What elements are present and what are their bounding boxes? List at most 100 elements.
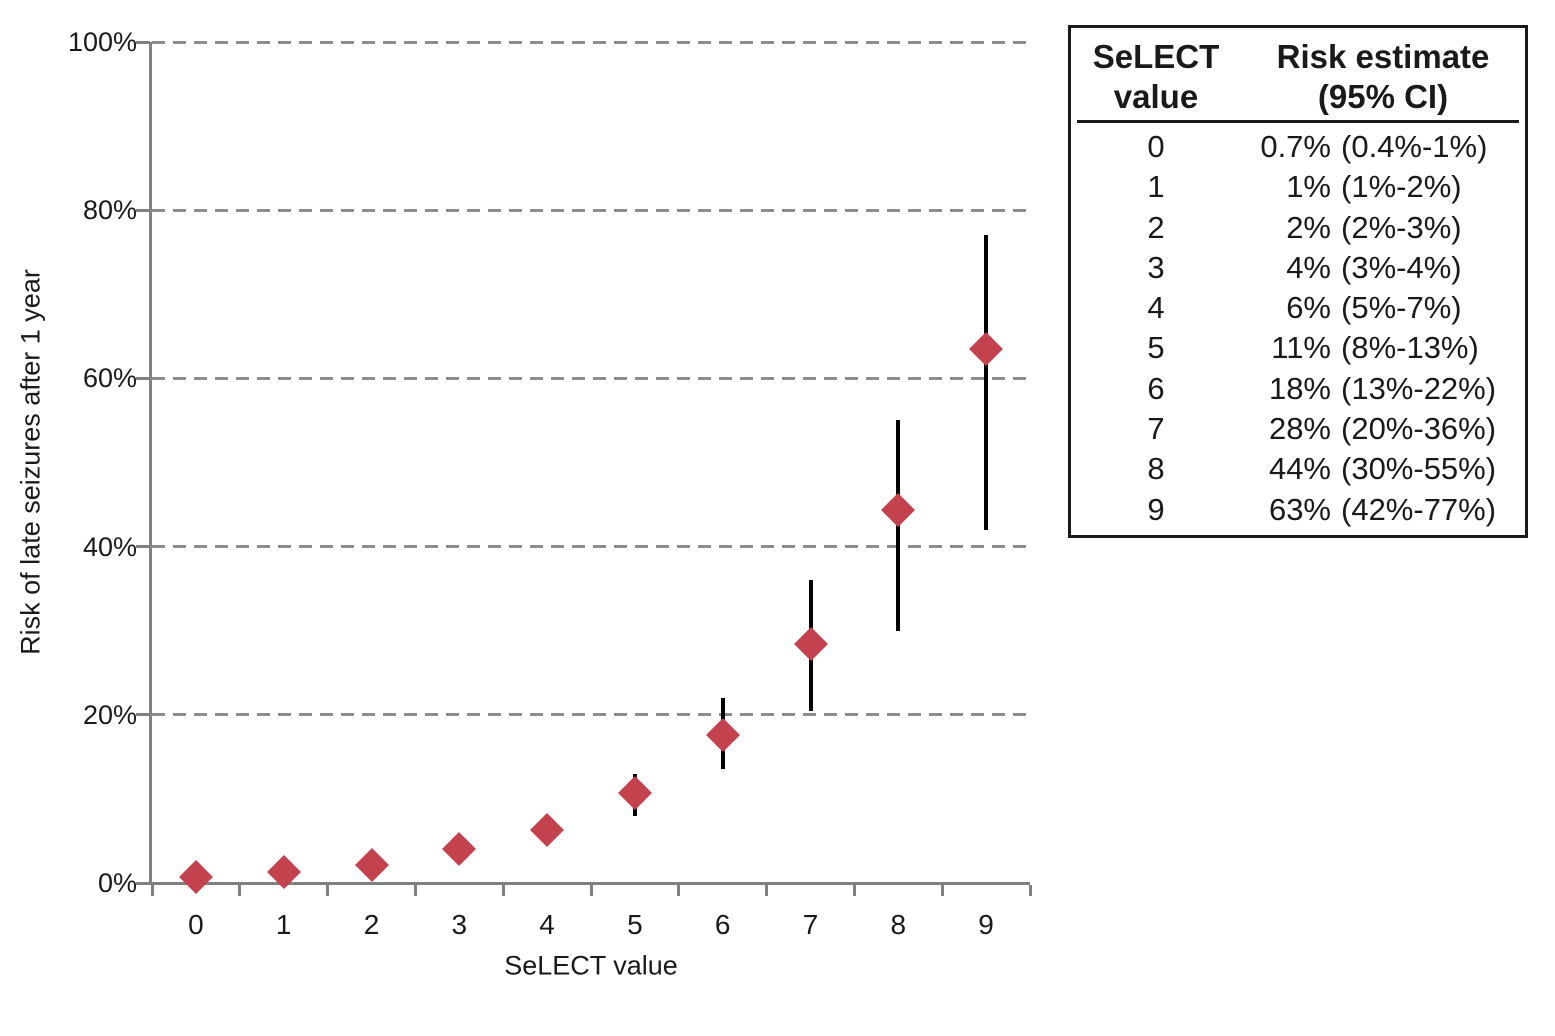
select-value-cell: 3: [1147, 249, 1165, 285]
table-row: 6 18% (13%-22%): [1071, 369, 1525, 409]
select-value-cell: 5: [1147, 330, 1165, 366]
table-header-select-value: SeLECT value: [1071, 37, 1241, 117]
x-tick-label: 5: [627, 909, 643, 940]
select-value-cell: 1: [1147, 169, 1165, 205]
confidence-interval-cell: (5%-7%): [1341, 290, 1462, 326]
table-row: 2 2% (2%-3%): [1071, 208, 1525, 248]
y-tick-label: 60%: [82, 363, 137, 394]
table-row: 7 28% (20%-36%): [1071, 409, 1525, 449]
confidence-interval-cell: (8%-13%): [1341, 330, 1479, 366]
risk-estimate-table: SeLECT value Risk estimate (95% CI) 0 0.7…: [1068, 25, 1528, 538]
confidence-interval-cell: (20%-36%): [1341, 411, 1497, 447]
gridline-20pct: [152, 713, 1030, 717]
x-axis-tick: [1028, 884, 1032, 896]
gridline-80pct: [152, 208, 1030, 212]
x-axis-tick: [589, 884, 593, 896]
x-tick-label: 4: [539, 909, 555, 940]
y-axis-tick: [136, 545, 150, 549]
risk-estimate-cell: 63%: [1268, 491, 1331, 527]
table-row: 3 4% (3%-4%): [1071, 248, 1525, 288]
table-row: 1 1% (1%-2%): [1071, 167, 1525, 207]
table-row: 9 63% (42%-77%): [1071, 490, 1525, 530]
y-tick-label: 40%: [82, 531, 137, 562]
data-point-diamond: [178, 860, 213, 895]
table-header-line: Risk estimate: [1276, 38, 1490, 75]
y-tick-label: 0%: [97, 868, 137, 898]
y-axis-tick: [136, 40, 150, 44]
select-value-cell: 6: [1147, 370, 1165, 406]
y-axis-title: Risk of late seizures after 1 year: [15, 269, 46, 655]
table-body: 0 0.7% (0.4%-1%) 1 1% (1%-2%) 2 2% (2%-3%) 3 4% (3%…: [1071, 123, 1525, 530]
risk-estimate-cell: 11%: [1271, 330, 1331, 366]
risk-estimate-cell: 2%: [1286, 209, 1331, 245]
x-axis-tick: [501, 884, 505, 896]
confidence-interval-cell: (0.4%-1%): [1341, 129, 1488, 164]
select-value-cell: 4: [1147, 290, 1165, 326]
table-row: 5 11% (8%-13%): [1071, 328, 1525, 368]
gridline-40pct: [152, 545, 1030, 549]
y-axis-tick: [136, 208, 150, 212]
data-point-diamond: [617, 776, 652, 810]
x-tick-label: 9: [978, 909, 994, 940]
data-point-diamond: [793, 627, 828, 662]
risk-estimate-cell: 44%: [1268, 451, 1331, 487]
risk-estimate-cell: 6%: [1286, 290, 1331, 326]
y-axis-tick: [136, 376, 150, 380]
confidence-interval-cell: (30%-55%): [1341, 451, 1497, 487]
confidence-interval-cell: (13%-22%): [1341, 370, 1497, 406]
select-value-cell: 9: [1147, 491, 1165, 527]
x-tick-label: 3: [451, 909, 468, 940]
risk-estimate-cell: 18%: [1268, 370, 1331, 406]
data-point-diamond: [705, 717, 740, 752]
x-axis-tick: [677, 884, 681, 896]
y-axis-tick: [136, 881, 150, 885]
x-tick-label: 1: [275, 909, 292, 940]
data-point-diamond: [442, 832, 477, 867]
x-axis-tick: [940, 884, 944, 896]
risk-estimate-cell: 1%: [1286, 169, 1331, 205]
x-axis-tick: [238, 884, 242, 896]
x-axis-tick: [150, 884, 154, 896]
y-tick-label: 20%: [82, 699, 137, 730]
confidence-interval-cell: (3%-4%): [1341, 249, 1462, 285]
table-row: 0 0.7% (0.4%-1%): [1071, 127, 1525, 167]
x-tick-label: 6: [714, 909, 731, 940]
x-tick-label: 0: [188, 909, 204, 940]
x-axis-tick: [765, 884, 769, 896]
table-header-divider: [1077, 120, 1519, 123]
confidence-interval-cell: (42%-77%): [1341, 491, 1497, 527]
x-axis-tick: [852, 884, 856, 896]
select-value-cell: 2: [1147, 209, 1165, 245]
table-row: 8 44% (30%-55%): [1071, 449, 1525, 489]
data-point-diamond: [354, 848, 389, 883]
y-axis-line: [149, 42, 152, 883]
x-tick-label: 7: [802, 909, 819, 940]
table-header-row: SeLECT value Risk estimate (95% CI): [1071, 28, 1525, 117]
confidence-interval-cell: (2%-3%): [1341, 209, 1462, 245]
confidence-interval-cell: (1%-2%): [1341, 169, 1462, 205]
gridline-100pct: [152, 40, 1030, 44]
table-header-risk-estimate: Risk estimate (95% CI): [1241, 37, 1525, 117]
table-header-line: value: [1113, 78, 1199, 115]
x-axis-tick: [326, 884, 330, 896]
x-tick-label: 2: [363, 909, 380, 940]
risk-estimate-cell: 4%: [1286, 249, 1331, 285]
x-axis-tick: [413, 884, 417, 896]
risk-estimate-cell: 0.7%: [1260, 129, 1331, 164]
data-point-diamond: [969, 331, 1004, 366]
gridline-60pct: [152, 376, 1030, 380]
data-point-diamond: [881, 492, 916, 527]
x-axis-title: SeLECT value: [504, 950, 678, 981]
error-bar: [984, 235, 989, 530]
select-value-cell: 0: [1147, 129, 1165, 164]
y-tick-label: 80%: [82, 195, 137, 226]
table-header-line: SeLECT: [1092, 38, 1220, 75]
y-tick-label: 100%: [67, 27, 137, 57]
select-value-cell: 8: [1147, 451, 1165, 487]
select-value-cell: 7: [1147, 411, 1165, 447]
y-axis-tick: [136, 713, 150, 717]
x-axis-line: [149, 881, 1030, 885]
data-point-diamond: [530, 813, 565, 847]
